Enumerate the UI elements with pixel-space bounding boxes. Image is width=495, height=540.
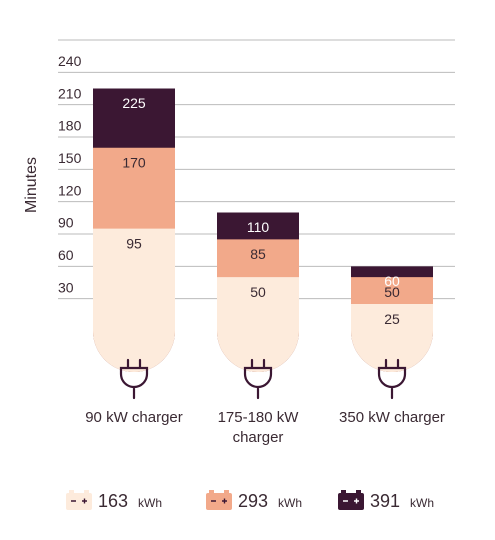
legend-unit: kWh xyxy=(410,496,434,510)
battery-terminal xyxy=(209,490,214,493)
legend-label: 163 xyxy=(98,491,128,511)
battery-body xyxy=(206,493,232,510)
value-label: 170 xyxy=(122,154,146,170)
battery-signs xyxy=(343,498,359,504)
battery-body xyxy=(66,493,92,510)
y-axis-label: Minutes xyxy=(23,157,40,213)
value-label: 25 xyxy=(384,311,400,327)
y-tick-label: 60 xyxy=(58,247,74,263)
bar xyxy=(351,304,433,372)
y-tick-label: 180 xyxy=(58,118,82,134)
x-tick-label: 90 kW charger xyxy=(85,409,183,426)
battery-signs xyxy=(211,498,227,504)
legend-unit: kWh xyxy=(138,496,162,510)
plug-icon xyxy=(243,358,273,400)
battery-terminal xyxy=(356,490,361,493)
legend-icon xyxy=(66,490,92,510)
x-tick-label: 350 kW charger xyxy=(339,409,445,426)
value-label: 95 xyxy=(126,235,142,251)
bar xyxy=(217,277,299,372)
battery-terminal xyxy=(341,490,346,493)
plug-icon xyxy=(119,358,149,400)
value-label: 50 xyxy=(250,284,266,300)
value-label: 225 xyxy=(122,95,146,111)
value-label: 50 xyxy=(384,284,400,300)
plug-icon xyxy=(377,358,407,400)
y-tick-label: 240 xyxy=(58,53,82,69)
battery-body xyxy=(338,493,364,510)
legend-icon xyxy=(338,490,364,510)
legend-label: 391 xyxy=(370,491,400,511)
y-tick-label: 210 xyxy=(58,85,82,101)
battery-terminal xyxy=(69,490,74,493)
battery-terminal xyxy=(84,490,89,493)
value-label: 60 xyxy=(384,273,400,289)
battery-signs xyxy=(71,498,87,504)
y-tick-label: 90 xyxy=(58,215,74,231)
value-label: 110 xyxy=(247,219,270,235)
battery-terminal xyxy=(224,490,229,493)
y-tick-label: 30 xyxy=(58,279,74,295)
x-tick-label: 175-180 kW charger xyxy=(217,409,299,446)
legend-unit: kWh xyxy=(278,496,302,510)
y-tick-label: 150 xyxy=(58,150,82,166)
plug-shape xyxy=(243,358,273,400)
bar xyxy=(93,228,175,372)
legend-icon xyxy=(206,490,232,510)
plug-shape xyxy=(377,358,407,400)
y-tick-label: 120 xyxy=(58,182,82,198)
value-label: 85 xyxy=(250,246,266,262)
plug-shape xyxy=(119,358,149,400)
legend-label: 293 xyxy=(238,491,268,511)
